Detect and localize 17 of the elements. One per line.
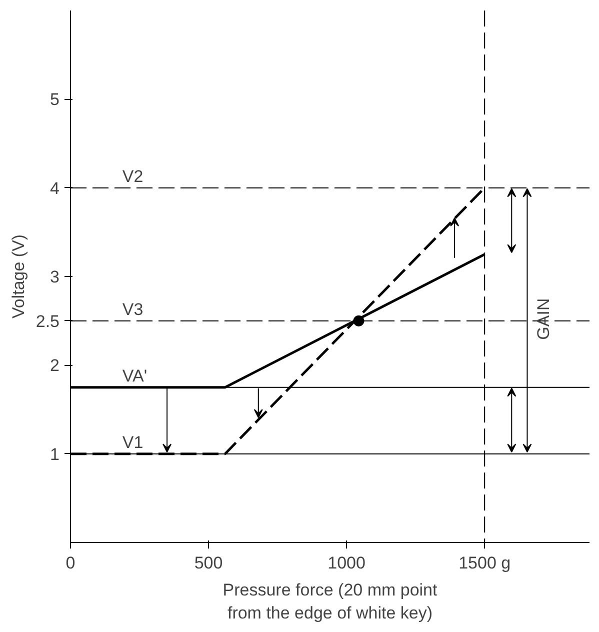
ref-line-label: VA' [122,366,148,386]
ref-line-label: V2 [122,166,144,186]
y-axis-title: Voltage (V) [8,234,28,319]
x-tick-label: 0 [66,554,76,572]
x-tick-label: 500 [194,554,223,572]
y-tick-label: 3 [50,268,60,286]
x-tick-label: 1000 [328,554,366,572]
y-tick-label: 1 [50,444,60,464]
y-tick-label: 2 [50,356,60,376]
ref-line-label: V3 [122,300,144,319]
annotation: GAIN [534,298,554,340]
y-tick-label: 5 [50,90,60,110]
x-tick-label: 1500 g [458,554,511,572]
ref-line-label: V1 [122,432,144,452]
y-tick-label: 2.5 [36,312,60,331]
y-tick-label: 4 [50,178,60,198]
x-axis-title: Pressure force (20 mm point from the edge of white key) [222,580,438,622]
